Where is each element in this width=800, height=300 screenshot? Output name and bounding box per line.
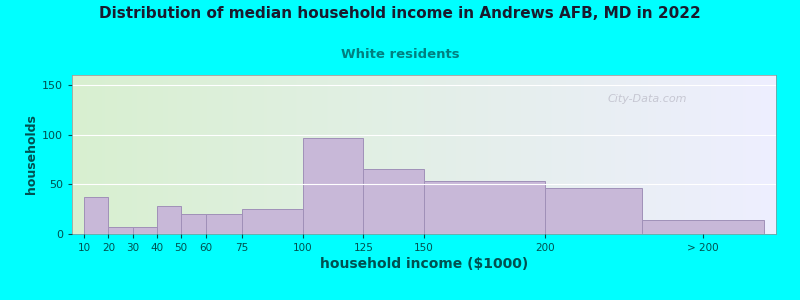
- Bar: [546, 188, 642, 234]
- Bar: [642, 220, 764, 234]
- Bar: [182, 214, 206, 234]
- Bar: [206, 214, 242, 234]
- Bar: [302, 138, 363, 234]
- Bar: [242, 209, 302, 234]
- Bar: [109, 227, 133, 234]
- X-axis label: household income ($1000): household income ($1000): [320, 257, 528, 271]
- Bar: [157, 206, 182, 234]
- Bar: [84, 197, 109, 234]
- Bar: [363, 169, 424, 234]
- Bar: [424, 181, 546, 234]
- Bar: [133, 227, 157, 234]
- Text: Distribution of median household income in Andrews AFB, MD in 2022: Distribution of median household income …: [99, 6, 701, 21]
- Text: City-Data.com: City-Data.com: [607, 94, 686, 104]
- Text: White residents: White residents: [341, 48, 459, 61]
- Y-axis label: households: households: [25, 115, 38, 194]
